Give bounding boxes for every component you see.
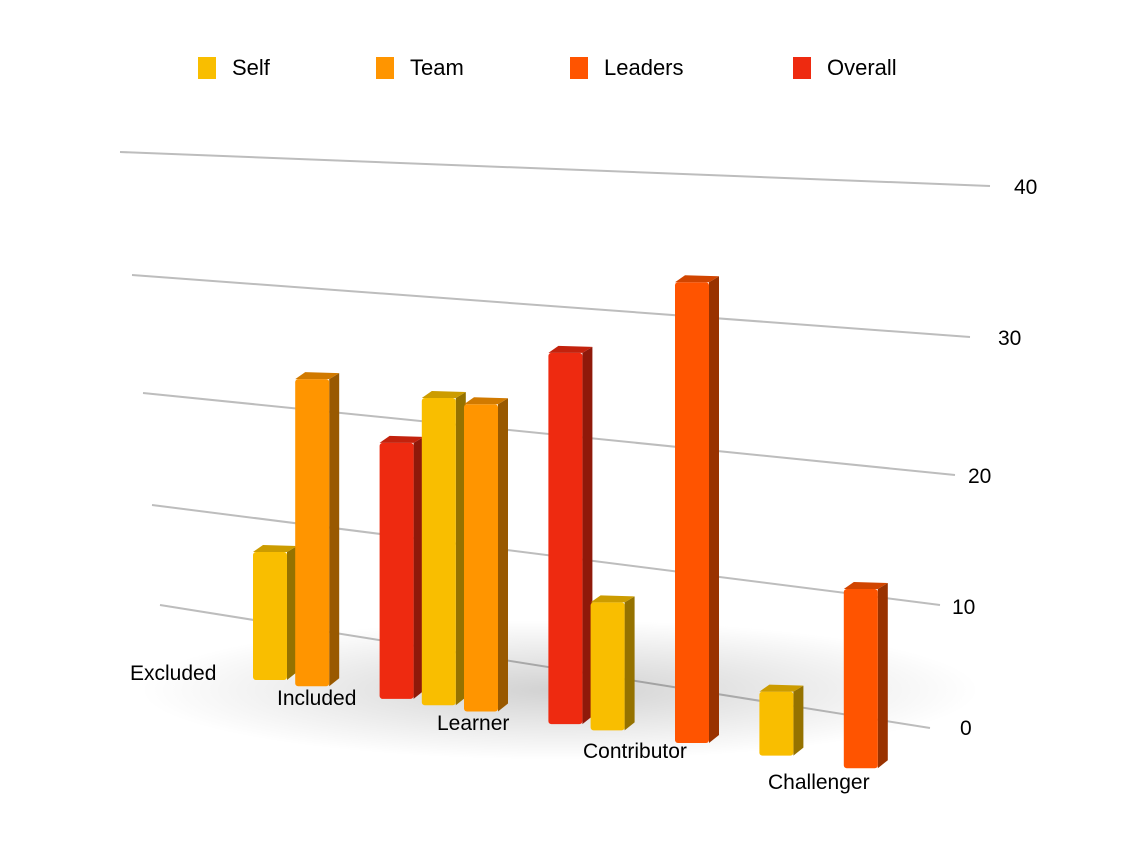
bar-top — [464, 397, 508, 405]
bar-front — [843, 589, 878, 769]
legend-swatch-leaders — [570, 57, 588, 79]
bar-front — [464, 404, 498, 712]
bar-side — [624, 596, 635, 731]
bar-front — [548, 352, 583, 725]
bar-side — [582, 346, 593, 725]
bar-learner-self[interactable] — [590, 595, 635, 731]
bar-contributor-self[interactable] — [759, 684, 804, 756]
legend-item-self[interactable]: Self — [198, 55, 270, 81]
bar-side — [498, 398, 508, 712]
legend-label: Self — [232, 55, 270, 80]
bar-included-team[interactable] — [464, 397, 508, 712]
bar-learner-leaders[interactable] — [675, 275, 719, 743]
bar-side — [709, 276, 719, 743]
gridline — [151, 504, 941, 606]
y-tick-label: 0 — [960, 717, 972, 740]
legend-swatch-team — [376, 57, 394, 79]
bar-top — [421, 391, 466, 398]
bar-excluded-overall[interactable] — [379, 435, 424, 699]
bar-side — [287, 546, 297, 680]
bar-front — [675, 282, 709, 743]
bar-top — [843, 582, 888, 589]
bar-excluded-self[interactable] — [253, 545, 297, 680]
category-label: Included — [277, 687, 356, 710]
y-tick-label: 30 — [998, 327, 1021, 350]
bar-included-self[interactable] — [421, 391, 466, 706]
bar-top — [675, 275, 719, 283]
bar-top — [253, 545, 297, 552]
category-label: Learner — [437, 712, 509, 735]
bar-included-overall[interactable] — [548, 345, 593, 725]
legend: Self Team Leaders Overall — [0, 55, 1122, 85]
gridline — [119, 151, 991, 187]
category-label: Challenger — [768, 771, 870, 794]
bar-top — [548, 345, 593, 353]
bar-side — [877, 583, 888, 769]
category-label: Excluded — [130, 662, 216, 685]
bar-top — [759, 684, 804, 692]
y-tick-label: 20 — [968, 465, 991, 488]
bar-side — [413, 436, 424, 699]
bar-side — [793, 685, 804, 756]
bar-top — [379, 435, 424, 443]
bar-front — [295, 379, 330, 687]
bar-top — [295, 372, 340, 380]
legend-label: Overall — [827, 55, 897, 80]
bar-front — [590, 602, 625, 731]
y-tick-label: 40 — [1014, 176, 1037, 199]
bar-front — [379, 442, 414, 699]
legend-item-team[interactable]: Team — [376, 55, 464, 81]
bar-side — [455, 392, 466, 706]
y-tick-label: 10 — [952, 596, 975, 619]
legend-swatch-overall — [793, 57, 811, 79]
gridline — [131, 274, 971, 338]
legend-label: Team — [410, 55, 464, 80]
bar-excluded-team[interactable] — [295, 372, 340, 687]
bar-front — [421, 398, 456, 706]
bar-side — [329, 373, 340, 687]
legend-swatch-self — [198, 57, 216, 79]
bar-front — [759, 691, 794, 756]
bar-contributor-leaders[interactable] — [843, 582, 888, 769]
bar-top — [590, 595, 635, 603]
bar-front — [253, 552, 287, 680]
legend-label: Leaders — [604, 55, 684, 80]
legend-item-overall[interactable]: Overall — [793, 55, 897, 81]
legend-item-leaders[interactable]: Leaders — [570, 55, 684, 81]
category-label: Contributor — [583, 740, 687, 763]
